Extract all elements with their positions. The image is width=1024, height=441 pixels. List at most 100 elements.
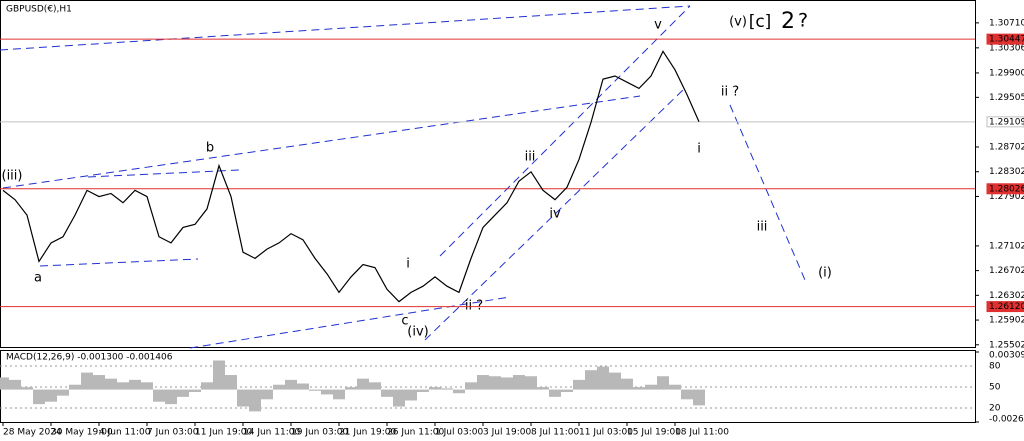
macd-bar (633, 387, 645, 390)
macd-bar (501, 377, 513, 390)
x-tick-label: 7 Jun 03:00 (147, 428, 199, 438)
price-frame (0, 0, 976, 348)
macd-bar (477, 375, 489, 390)
macd-label: MACD(12,26,9) -0.001300 -0.001406 (6, 353, 173, 363)
x-tick-label: 30 May 19:00 (51, 428, 113, 438)
x-tick-label: 3 Jul 19:00 (483, 428, 532, 438)
trend-line (439, 5, 691, 257)
wave-label: iii (525, 150, 536, 165)
macd-bar (225, 375, 237, 390)
wave-label: b (206, 141, 214, 156)
macd-bar (117, 382, 129, 390)
wave-label: (iv) (407, 325, 428, 340)
macd-bar (393, 389, 405, 407)
wave-label: [c] (749, 12, 772, 32)
level-label: 1.26120 (989, 302, 1024, 312)
wave-label: a (34, 271, 42, 286)
macd-bar (177, 389, 189, 397)
macd-bar (0, 377, 9, 390)
macd-bar (9, 379, 21, 390)
y-tick-label: 1.29900 (989, 68, 1024, 78)
macd-bar (405, 389, 417, 401)
x-tick-label: 11 Jun 19:00 (195, 428, 252, 438)
macd-bar (57, 389, 69, 396)
macd-bar (129, 379, 141, 390)
macd-bar (693, 389, 705, 406)
x-tick-label: 21 Jun 19:00 (339, 428, 396, 438)
macd-bar (69, 384, 81, 390)
y-tick-label: 1.27902 (989, 192, 1024, 202)
chart-title: GBPUSD(€),H1 (6, 5, 72, 15)
y2-tick-label: 20 (989, 404, 1001, 414)
wave-label: ? (798, 10, 808, 32)
macd-bar (549, 389, 561, 397)
macd-bar (249, 389, 261, 412)
y-tick-label: 1.27102 (989, 241, 1024, 251)
macd-bar (345, 387, 357, 390)
macd-bar (105, 378, 117, 390)
level-label: 1.29109 (989, 117, 1024, 127)
trend-line (39, 258, 199, 267)
macd-bar (489, 376, 501, 390)
wave-label: i (697, 142, 701, 157)
x-tick-label: 19 Jun 03:00 (291, 428, 348, 438)
wave-label: (iii) (2, 169, 23, 184)
macd-bar (537, 387, 549, 390)
y-tick-label: 1.26302 (989, 291, 1024, 301)
macd-bar (237, 389, 249, 407)
macd-bar (261, 389, 273, 400)
macd-bar (609, 372, 621, 390)
x-tick-label: 14 Jun 11:00 (243, 428, 300, 438)
wave-label: i (406, 257, 410, 272)
macd-bar (45, 389, 57, 402)
x-tick-label: 4 Jun 11:00 (99, 428, 151, 438)
x-tick-label: 15 Jul 19:00 (627, 428, 681, 438)
y2-tick-label: 50 (989, 383, 1001, 393)
y-tick-label: 0.003099 (989, 351, 1024, 361)
wave-label: (v) (729, 15, 747, 30)
macd-bar (597, 366, 609, 390)
macd-bar (213, 360, 225, 390)
x-tick-label: 18 Jul 11:00 (675, 428, 729, 438)
wave-label: ii ? (465, 299, 483, 314)
macd-bar (429, 387, 441, 390)
x-tick-label: 1 Jul 03:00 (435, 428, 484, 438)
macd-bar (513, 375, 525, 390)
level-tag (986, 183, 1024, 195)
wave-label: (i) (818, 266, 832, 281)
macd-bar (21, 387, 33, 390)
level-tag (986, 116, 1024, 128)
wave-label: iv (549, 207, 561, 222)
macd-bar (417, 389, 429, 393)
wave-label: v (654, 18, 662, 33)
macd-bar (285, 379, 297, 390)
level-tag (986, 33, 1024, 45)
x-tick-label: 8 Jul 11:00 (531, 428, 580, 438)
macd-bar (321, 389, 333, 395)
trend-line (2, 95, 641, 189)
y2-tick-label: 80 (989, 362, 1001, 372)
x-tick-label: 28 May 2024 (3, 428, 62, 438)
annotations: (iii) a b i c (iv) ii ? iii iv v i ii ? … (2, 9, 832, 340)
macd-bar (585, 370, 597, 390)
trend-line (189, 296, 511, 349)
macd-bar (369, 382, 381, 390)
trend-line (424, 87, 686, 341)
trend-lines (0, 5, 806, 349)
y-tick-label: 1.25502 (989, 340, 1024, 350)
macd-bar (681, 389, 693, 400)
macd-bar (93, 375, 105, 390)
wave-label: c (401, 314, 408, 329)
x-tick-label: 11 Jul 03:00 (579, 428, 633, 438)
macd-bar (453, 389, 465, 394)
macd-bar (441, 388, 453, 390)
macd-bar (621, 378, 633, 390)
trend-line (0, 5, 691, 51)
macd-bar (189, 389, 201, 393)
wave-label: iii (757, 220, 768, 235)
forecast-line (729, 104, 806, 281)
price-line (2, 50, 700, 303)
level-label: 1.30447 (989, 35, 1024, 45)
macd-bar (333, 389, 345, 400)
